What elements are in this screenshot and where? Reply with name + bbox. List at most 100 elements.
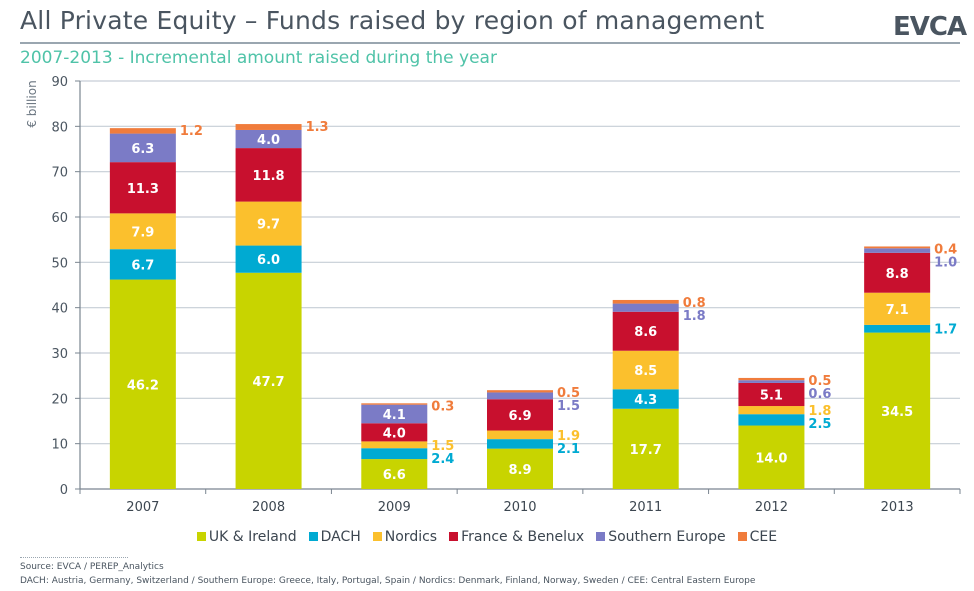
x-tick-label: 2008 bbox=[252, 500, 285, 515]
bar-segment bbox=[109, 213, 176, 250]
y-tick-label: 60 bbox=[51, 211, 68, 226]
chart-title: All Private Equity – Funds raised by reg… bbox=[20, 6, 765, 35]
title-divider bbox=[20, 42, 960, 44]
data-label-outside: 1.7 bbox=[934, 323, 957, 338]
legend-item: UK & Ireland bbox=[196, 529, 297, 545]
legend: UK & Ireland DACH Nordics France & Benelux S… bbox=[0, 529, 974, 545]
bar-segment bbox=[235, 124, 302, 130]
data-label-outside: 1.3 bbox=[306, 120, 329, 135]
data-label: 6.0 bbox=[257, 253, 280, 268]
bar-segment bbox=[612, 350, 679, 390]
bar-segment bbox=[361, 459, 428, 489]
data-label: 4.1 bbox=[383, 408, 406, 423]
bar-segment bbox=[738, 380, 805, 383]
legend-label: Southern Europe bbox=[608, 529, 726, 545]
bar-segment bbox=[864, 246, 931, 249]
data-label-outside: 1.2 bbox=[180, 124, 203, 139]
data-label-outside: 2.1 bbox=[557, 442, 580, 457]
data-label: 47.7 bbox=[253, 375, 285, 390]
bar-segment bbox=[487, 399, 553, 431]
bar-segment bbox=[109, 128, 176, 134]
legend-swatch bbox=[449, 532, 459, 541]
y-tick-label: 50 bbox=[51, 256, 68, 271]
bar-segment bbox=[738, 406, 805, 415]
data-label-outside: 0.3 bbox=[431, 399, 454, 414]
axes: 0 10 20 30 40 50 60 70 80 90 2007 2008 2009 2010 2011 2… bbox=[51, 75, 961, 515]
legend-swatch bbox=[737, 532, 747, 541]
data-label: 6.9 bbox=[508, 409, 531, 424]
data-label: 8.9 bbox=[508, 463, 531, 478]
data-label: 34.5 bbox=[881, 405, 913, 420]
bar-segment bbox=[361, 441, 428, 449]
bar-segment bbox=[738, 425, 805, 489]
x-tick-label: 2007 bbox=[126, 500, 159, 515]
bar-segment bbox=[612, 299, 679, 304]
legend-swatch bbox=[596, 532, 606, 541]
y-tick-label: 30 bbox=[51, 347, 68, 362]
bar-segment bbox=[864, 332, 931, 489]
data-label-outside: 1.8 bbox=[683, 309, 706, 324]
data-label: 8.5 bbox=[634, 364, 657, 379]
bar-segment bbox=[235, 148, 302, 202]
data-label: 4.0 bbox=[257, 133, 280, 148]
evca-logo: EVCA bbox=[893, 12, 967, 42]
bar-segment bbox=[738, 414, 805, 426]
data-label: 7.9 bbox=[131, 225, 154, 240]
data-label: 4.3 bbox=[634, 393, 657, 408]
data-label: 6.7 bbox=[131, 258, 154, 273]
data-label: 4.0 bbox=[383, 426, 406, 441]
legend-swatch bbox=[308, 532, 318, 541]
bar-segment bbox=[612, 311, 679, 351]
bar-segment bbox=[612, 408, 679, 489]
data-label-outside: 0.5 bbox=[557, 386, 580, 401]
data-label-outside: 2.5 bbox=[808, 417, 831, 432]
bar-segment bbox=[864, 252, 931, 293]
footnote-divider bbox=[20, 557, 128, 558]
legend-label: UK & Ireland bbox=[208, 529, 297, 545]
legend-item: Southern Europe bbox=[596, 529, 726, 545]
legend-item: DACH bbox=[308, 529, 361, 545]
data-label-outside: 0.4 bbox=[934, 242, 957, 257]
bar-segment bbox=[361, 404, 428, 424]
bar-segment bbox=[487, 392, 553, 400]
y-tick-label: 0 bbox=[60, 483, 68, 498]
bar-segment bbox=[109, 133, 176, 163]
bar-segment bbox=[487, 390, 553, 393]
data-label-outside: 2.4 bbox=[431, 452, 454, 467]
y-tick-label: 20 bbox=[51, 392, 68, 407]
data-label: 46.2 bbox=[127, 378, 159, 393]
y-axis-label: € billion bbox=[25, 80, 39, 127]
bar-segment bbox=[612, 303, 679, 312]
legend-item: CEE bbox=[737, 529, 777, 545]
bar-segment bbox=[235, 129, 302, 149]
bar-segment bbox=[109, 279, 176, 489]
data-label-outside: 1.5 bbox=[431, 439, 454, 454]
source-note: Source: EVCA / PEREP_Analytics bbox=[20, 562, 164, 572]
x-tick-label: 2010 bbox=[503, 500, 536, 515]
bar-segment bbox=[361, 403, 428, 405]
bars bbox=[109, 124, 931, 489]
x-tick-label: 2009 bbox=[378, 500, 411, 515]
data-label: 7.1 bbox=[886, 303, 909, 318]
data-label-outside: 1.5 bbox=[557, 399, 580, 414]
bar-segment bbox=[487, 448, 553, 489]
bar-segment bbox=[864, 292, 931, 325]
bar-segment bbox=[738, 377, 805, 381]
data-label: 11.3 bbox=[127, 182, 159, 197]
data-label-outside: 1.9 bbox=[557, 429, 580, 444]
bar-segment bbox=[361, 448, 428, 460]
y-tick-label: 90 bbox=[51, 75, 68, 90]
legend-swatch bbox=[196, 532, 206, 541]
bar-segment bbox=[235, 245, 302, 273]
legend-label: DACH bbox=[320, 529, 361, 545]
bar-segment bbox=[864, 248, 931, 253]
legend-item: Nordics bbox=[372, 529, 437, 545]
y-tick-label: 80 bbox=[51, 120, 68, 135]
bar-segment bbox=[487, 430, 553, 440]
data-label: 9.7 bbox=[257, 218, 280, 233]
bar-segment bbox=[738, 382, 805, 407]
data-label: 6.3 bbox=[131, 142, 154, 157]
x-tick-label: 2013 bbox=[881, 500, 914, 515]
bar-segment bbox=[361, 423, 428, 442]
